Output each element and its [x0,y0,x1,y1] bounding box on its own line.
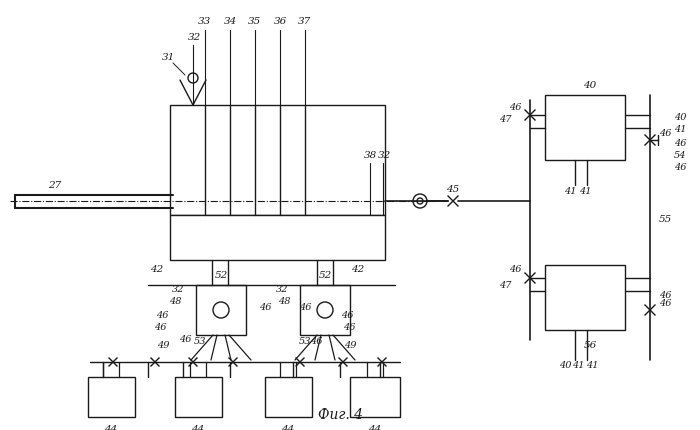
Bar [265,377,312,417]
Text: 36: 36 [274,18,286,27]
Text: 44: 44 [104,424,118,430]
Text: 34: 34 [223,18,237,27]
Text: 46: 46 [659,129,671,138]
Text: 46: 46 [673,138,686,147]
Text: 49: 49 [157,341,169,350]
Bar [170,105,385,215]
Text: 46: 46 [659,298,671,307]
Text: 46: 46 [299,304,312,313]
Text: 46: 46 [155,310,168,319]
Text: 42: 42 [351,265,365,274]
Text: 32: 32 [276,286,288,295]
Text: 52: 52 [214,270,228,280]
Text: Фиг. 4: Фиг. 4 [318,408,363,422]
Text: 44: 44 [191,424,204,430]
Text: 41: 41 [572,360,584,369]
Text: 33: 33 [198,18,211,27]
Text: 41: 41 [579,187,592,197]
Text: 47: 47 [498,116,511,125]
Text: 41: 41 [586,360,598,369]
Text: 52: 52 [318,270,332,280]
Text: 40: 40 [583,80,596,89]
Text: 35: 35 [248,18,262,27]
Text: 42: 42 [150,265,164,274]
Bar [300,285,350,335]
Text: 46: 46 [341,310,354,319]
Text: 47: 47 [498,280,511,289]
Text: 46: 46 [659,292,671,301]
Text: 44: 44 [368,424,382,430]
Text: 53: 53 [299,338,312,347]
Text: 46: 46 [343,323,355,332]
Text: 32: 32 [188,34,202,43]
Text: 31: 31 [162,53,174,62]
Bar [170,215,385,260]
Text: 32: 32 [379,150,391,160]
Text: 27: 27 [48,181,62,190]
Text: 46: 46 [259,304,272,313]
Text: 37: 37 [298,18,312,27]
Bar [88,377,135,417]
Text: 46: 46 [178,335,191,344]
Text: 56: 56 [583,341,596,350]
Text: 46: 46 [509,104,522,113]
Bar [545,265,625,330]
Bar [350,377,400,417]
Text: 53: 53 [194,338,206,347]
Bar [545,95,625,160]
Text: 38: 38 [363,150,377,160]
Text: 55: 55 [659,215,671,224]
Text: 40: 40 [673,114,686,123]
Text: 40: 40 [559,360,571,369]
Text: 46: 46 [154,323,167,332]
Text: 45: 45 [447,185,460,194]
Text: 32: 32 [172,286,184,295]
Text: 41: 41 [673,126,686,135]
Bar [175,377,222,417]
Text: 44: 44 [281,424,295,430]
Bar [196,285,246,335]
Text: 46: 46 [673,163,686,172]
Text: 49: 49 [344,341,356,350]
Text: 48: 48 [169,298,181,307]
Text: 46: 46 [309,338,322,347]
Text: 46: 46 [509,265,522,274]
Text: 41: 41 [564,187,576,197]
Text: 48: 48 [278,298,290,307]
Text: 54: 54 [673,150,686,160]
